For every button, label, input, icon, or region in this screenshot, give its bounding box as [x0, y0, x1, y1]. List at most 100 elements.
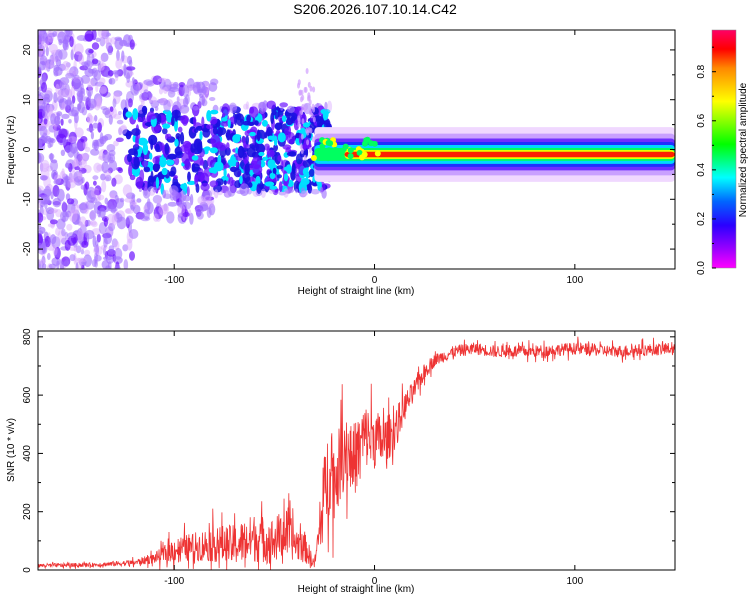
noise-blob: [118, 125, 128, 135]
noise-blob: [258, 102, 267, 114]
noise-blob: [66, 202, 76, 214]
ridge-blob: [327, 140, 334, 147]
noise-blob: [179, 144, 189, 153]
noise-blob: [186, 186, 190, 197]
noise-blob: [227, 119, 231, 128]
noise-blob: [171, 115, 175, 127]
noise-blob: [75, 262, 79, 269]
snr-xlabel: Height of straight line (km): [298, 584, 415, 595]
noise-blob: [248, 106, 259, 118]
noise-blob: [176, 96, 180, 103]
noise-blob: [153, 206, 164, 220]
noise-blob: [42, 73, 47, 85]
noise-blob: [62, 137, 67, 146]
noise-blob: [300, 109, 304, 116]
noise-blob: [233, 168, 242, 178]
noise-blob: [90, 220, 97, 226]
noise-blob: [118, 111, 122, 115]
noise-blob: [181, 215, 187, 222]
noise-blob: [65, 174, 69, 187]
chart-title: S206.2026.107.10.14.C42: [293, 1, 457, 17]
ridge-blob: [318, 153, 325, 159]
noise-blob: [118, 127, 122, 136]
noise-blob: [106, 213, 116, 225]
noise-blob: [88, 48, 94, 54]
noise-blob: [197, 196, 206, 205]
noise-blob: [89, 210, 97, 221]
noise-blob: [100, 173, 106, 181]
noise-blob: [220, 121, 230, 127]
noise-blob: [150, 100, 160, 109]
noise-blob: [108, 78, 113, 85]
noise-blob: [53, 92, 58, 104]
noise-blob: [208, 82, 218, 92]
noise-blob: [130, 83, 140, 96]
noise-blob: [38, 152, 45, 163]
noise-blob: [69, 254, 76, 262]
noise-blob: [324, 101, 328, 111]
noise-blob: [43, 102, 47, 112]
noise-blob: [179, 104, 190, 114]
noise-blob: [57, 31, 67, 44]
noise-blob: [97, 194, 105, 201]
y-tick-label: 0: [22, 567, 33, 573]
noise-blob: [305, 68, 309, 74]
noise-blob: [94, 115, 98, 122]
noise-blob: [278, 181, 283, 193]
noise-blob: [104, 197, 109, 205]
noise-blob: [280, 159, 284, 172]
noise-blob: [260, 188, 266, 198]
noise-blob: [54, 246, 61, 260]
ridge-blob: [325, 155, 332, 162]
noise-blob: [245, 101, 250, 110]
noise-blob: [286, 151, 297, 157]
noise-blob: [61, 102, 66, 111]
noise-blob: [93, 180, 97, 186]
noise-blob: [56, 111, 63, 117]
noise-blob: [98, 155, 104, 160]
noise-blob: [267, 135, 276, 140]
noise-blob: [49, 219, 58, 225]
noise-blob: [108, 223, 116, 232]
noise-blob: [301, 118, 305, 125]
noise-blob: [125, 208, 131, 214]
noise-blob: [105, 42, 113, 51]
noise-blob: [48, 43, 58, 54]
colorbar-tick-label: 0.8: [696, 64, 707, 78]
spectrogram-ylabel: Frequency (Hz): [6, 116, 17, 185]
noise-blob: [78, 167, 87, 174]
noise-blob: [92, 58, 99, 65]
noise-blob: [174, 109, 178, 122]
noise-blob: [166, 211, 175, 224]
noise-blob: [109, 193, 116, 200]
noise-blob: [199, 159, 205, 166]
noise-blob: [99, 86, 107, 94]
noise-blob: [77, 171, 83, 180]
noise-blob: [266, 126, 273, 138]
noise-blob: [277, 132, 286, 143]
noise-blob: [39, 162, 44, 172]
noise-blob: [128, 59, 133, 67]
noise-blob: [75, 245, 82, 254]
noise-blob: [152, 194, 163, 204]
noise-blob: [38, 136, 48, 144]
noise-blob: [97, 122, 102, 133]
noise-blob: [107, 70, 114, 77]
noise-blob: [77, 221, 83, 226]
noise-blob: [161, 203, 170, 215]
noise-blob: [80, 265, 85, 269]
noise-blob: [105, 174, 112, 182]
noise-blob: [38, 66, 42, 73]
noise-blob: [163, 203, 168, 212]
noise-blob: [232, 134, 241, 144]
noise-blob: [38, 186, 42, 198]
noise-blob: [260, 161, 265, 168]
snr-content: [38, 336, 675, 570]
ridge-blob: [371, 140, 378, 147]
noise-blob: [80, 184, 85, 190]
noise-blob: [59, 97, 65, 110]
noise-blob: [98, 63, 105, 71]
noise-blob: [54, 55, 59, 63]
noise-blob: [124, 197, 134, 203]
